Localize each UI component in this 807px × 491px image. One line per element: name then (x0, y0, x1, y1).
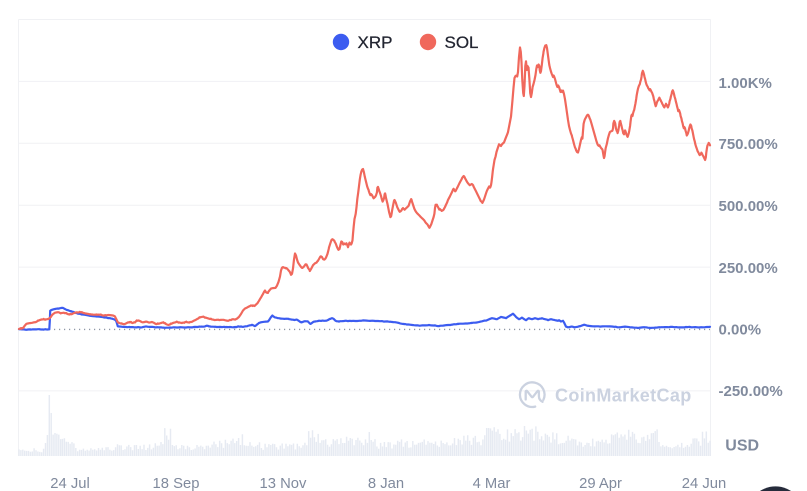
svg-text:24 Jul: 24 Jul (50, 476, 90, 491)
svg-text:29 Apr: 29 Apr (579, 476, 622, 491)
svg-text:18 Sep: 18 Sep (153, 476, 200, 491)
svg-text:XRP: XRP (358, 33, 393, 52)
svg-text:-250.00%: -250.00% (719, 383, 783, 400)
svg-text:24 Jun: 24 Jun (682, 476, 726, 491)
svg-text:750.00%: 750.00% (719, 136, 778, 153)
svg-text:1.00K%: 1.00K% (719, 75, 772, 92)
svg-text:250.00%: 250.00% (719, 260, 778, 277)
svg-text:SOL: SOL (445, 33, 479, 52)
svg-text:CoinMarketCap: CoinMarketCap (555, 386, 692, 406)
svg-text:500.00%: 500.00% (719, 198, 778, 215)
svg-text:USD: USD (725, 437, 759, 454)
svg-text:8 Jan: 8 Jan (368, 476, 404, 491)
svg-text:4 Mar: 4 Mar (473, 476, 511, 491)
svg-text:13 Nov: 13 Nov (260, 476, 307, 491)
svg-text:0.00%: 0.00% (719, 321, 762, 338)
